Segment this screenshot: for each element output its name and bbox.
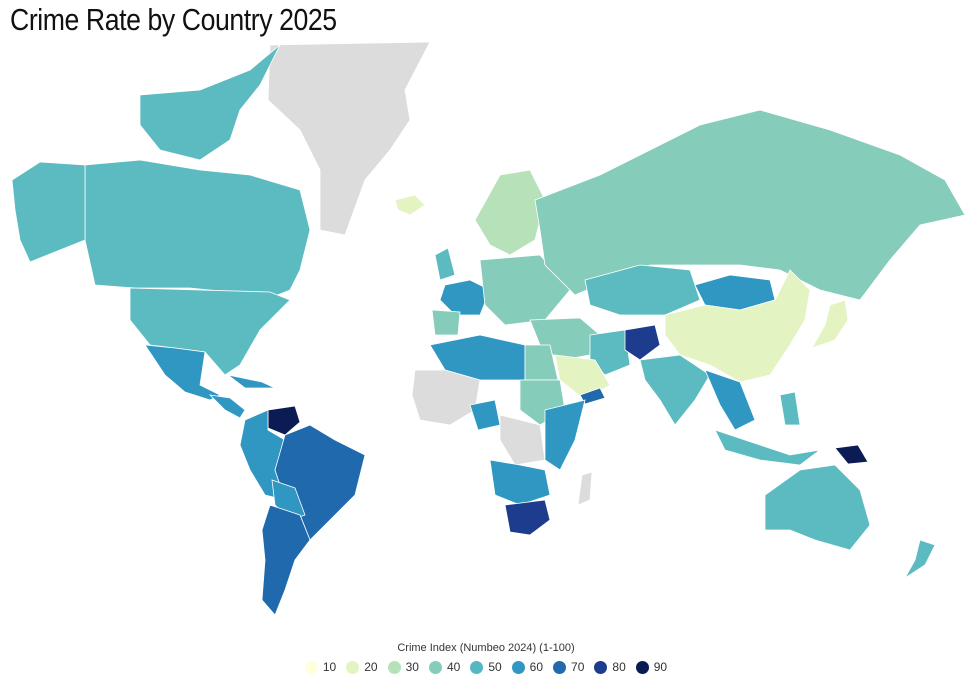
legend-label: 40 xyxy=(446,660,461,674)
legend-title: Crime Index (Numbeo 2024) (1-100) xyxy=(397,642,575,654)
region-greenland[interactable] xyxy=(267,41,431,236)
legend-item[interactable]: 20 xyxy=(346,660,378,674)
legend-swatch xyxy=(553,660,567,674)
region-southern-cone[interactable] xyxy=(261,504,311,616)
region-iceland[interactable] xyxy=(394,194,426,216)
region-southeast-asia[interactable] xyxy=(704,369,756,431)
legend-item[interactable]: 50 xyxy=(470,660,502,674)
region-nigeria[interactable] xyxy=(469,399,501,431)
region-alaska[interactable] xyxy=(11,161,86,263)
region-iberia[interactable] xyxy=(431,309,461,336)
region-china[interactable] xyxy=(664,269,811,383)
region-canada-arctic[interactable] xyxy=(139,44,281,161)
legend-label: 30 xyxy=(405,660,419,674)
region-central-africa-nodata[interactable] xyxy=(499,414,546,466)
legend-item[interactable]: 90 xyxy=(635,660,668,674)
region-west-africa-nodata[interactable] xyxy=(411,369,481,426)
legend-label: 60 xyxy=(529,660,544,674)
region-philippines[interactable] xyxy=(779,391,801,426)
legend-swatch xyxy=(428,660,442,674)
region-mexico[interactable] xyxy=(144,344,221,401)
region-new-zealand[interactable] xyxy=(904,539,936,579)
legend-swatch xyxy=(511,660,525,674)
legend-item[interactable]: 80 xyxy=(594,660,626,674)
region-russia[interactable] xyxy=(534,109,966,301)
region-scandinavia[interactable] xyxy=(474,169,546,256)
legend-label: 10 xyxy=(322,660,337,674)
region-uk[interactable] xyxy=(434,247,456,281)
legend-item[interactable]: 60 xyxy=(511,660,544,674)
region-indonesia[interactable] xyxy=(714,429,821,466)
region-afghanistan[interactable] xyxy=(624,324,661,361)
region-central-america[interactable] xyxy=(208,394,246,419)
region-canada[interactable] xyxy=(84,159,311,301)
region-japan[interactable] xyxy=(811,299,849,349)
region-central-asia[interactable] xyxy=(584,264,701,316)
legend-swatch xyxy=(304,660,318,674)
map-title: Crime Rate by Country 2025 xyxy=(10,2,337,37)
legend-label: 90 xyxy=(653,660,668,674)
legend-label: 50 xyxy=(488,660,502,674)
region-east-africa[interactable] xyxy=(544,399,586,471)
region-india[interactable] xyxy=(639,354,711,426)
region-southern-central-africa[interactable] xyxy=(489,459,551,506)
world-choropleth-map xyxy=(11,41,966,616)
legend-label: 20 xyxy=(364,660,378,674)
region-united-states[interactable] xyxy=(129,287,291,376)
legend-label: 70 xyxy=(571,660,585,674)
legend-swatch xyxy=(635,660,649,674)
legend-swatch xyxy=(387,660,401,674)
legend-item[interactable]: 70 xyxy=(553,660,584,674)
legend-swatch xyxy=(594,660,608,674)
region-australia[interactable] xyxy=(764,464,871,551)
region-western-europe[interactable] xyxy=(439,279,491,316)
legend-item[interactable]: 30 xyxy=(387,660,419,674)
region-papua-new-guinea[interactable] xyxy=(834,444,869,465)
legend-label: 80 xyxy=(612,660,626,674)
legend-swatch xyxy=(346,660,360,674)
legend-item[interactable]: 40 xyxy=(428,660,461,674)
region-caribbean[interactable] xyxy=(227,374,276,389)
legend-item[interactable]: 10 xyxy=(304,660,337,674)
region-madagascar[interactable] xyxy=(577,471,593,506)
legend: 10 20 30 40 50 60 70 80 90 xyxy=(0,660,972,674)
legend-swatch xyxy=(470,660,484,674)
region-south-africa[interactable] xyxy=(504,499,551,536)
region-iran[interactable] xyxy=(589,329,631,376)
